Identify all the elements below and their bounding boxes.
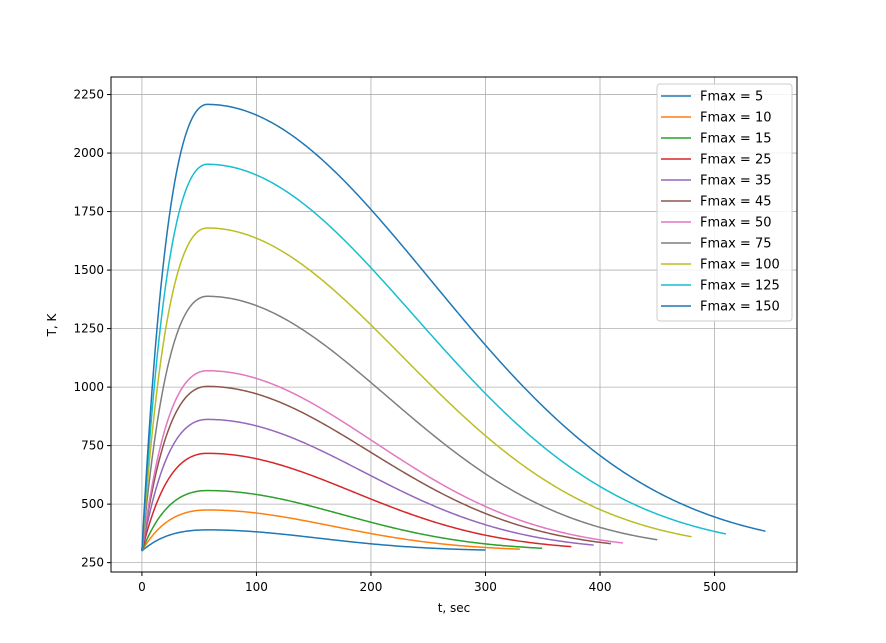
x-tick-label: 100 [245, 580, 268, 594]
legend-entry: Fmax = 75 [700, 237, 772, 252]
x-tick-label: 200 [360, 580, 383, 594]
legend-entry: Fmax = 15 [700, 132, 772, 147]
legend-entry: Fmax = 25 [700, 153, 772, 168]
legend-entry: Fmax = 35 [700, 174, 772, 189]
series-line-5 [141, 385, 611, 552]
legend: Fmax = 5 Fmax = 10 Fmax = 15 Fmax = 25 Fmax … [656, 83, 793, 322]
series-line-6 [141, 369, 624, 552]
plot-lines [141, 103, 766, 552]
legend-entry: Fmax = 125 [700, 279, 780, 294]
legend-entry: Fmax = 50 [700, 216, 772, 231]
y-tick-label: 2000 [73, 146, 104, 160]
y-tick-label: 1750 [73, 205, 104, 219]
x-tick-label: 300 [474, 580, 497, 594]
legend-entry: Fmax = 45 [700, 195, 772, 210]
series-line-3 [141, 452, 572, 552]
y-tick-label: 250 [81, 556, 104, 570]
y-tick-label: 750 [81, 439, 104, 453]
series-line-0 [141, 529, 486, 552]
legend-entry: Fmax = 5 [700, 90, 763, 105]
series-line-10 [141, 103, 766, 551]
x-ticks: 0 100 200 300 400 500 [138, 572, 726, 594]
y-tick-label: 1250 [73, 322, 104, 336]
series-line-4 [141, 418, 594, 552]
y-tick-label: 500 [81, 497, 104, 511]
legend-entry: Fmax = 10 [700, 111, 772, 126]
series-line-1 [141, 509, 520, 552]
series-line-9 [141, 163, 727, 551]
x-axis-label: t, sec [438, 601, 471, 615]
x-tick-label: 0 [138, 580, 146, 594]
y-ticks: 250 500 750 1000 1250 1500 1750 2000 2250 [73, 88, 111, 570]
x-tick-label: 400 [589, 580, 612, 594]
legend-entry: Fmax = 100 [700, 258, 780, 273]
y-tick-label: 1000 [73, 380, 104, 394]
series-line-8 [141, 227, 692, 551]
series-line-7 [141, 295, 658, 552]
legend-entry: Fmax = 150 [700, 300, 780, 315]
x-tick-label: 500 [703, 580, 726, 594]
series-line-2 [141, 489, 543, 552]
legend-box [656, 83, 793, 322]
y-tick-label: 1500 [73, 263, 104, 277]
y-axis-label: T, K [45, 312, 59, 337]
plot-frame [110, 76, 798, 573]
y-tick-label: 2250 [73, 88, 104, 102]
